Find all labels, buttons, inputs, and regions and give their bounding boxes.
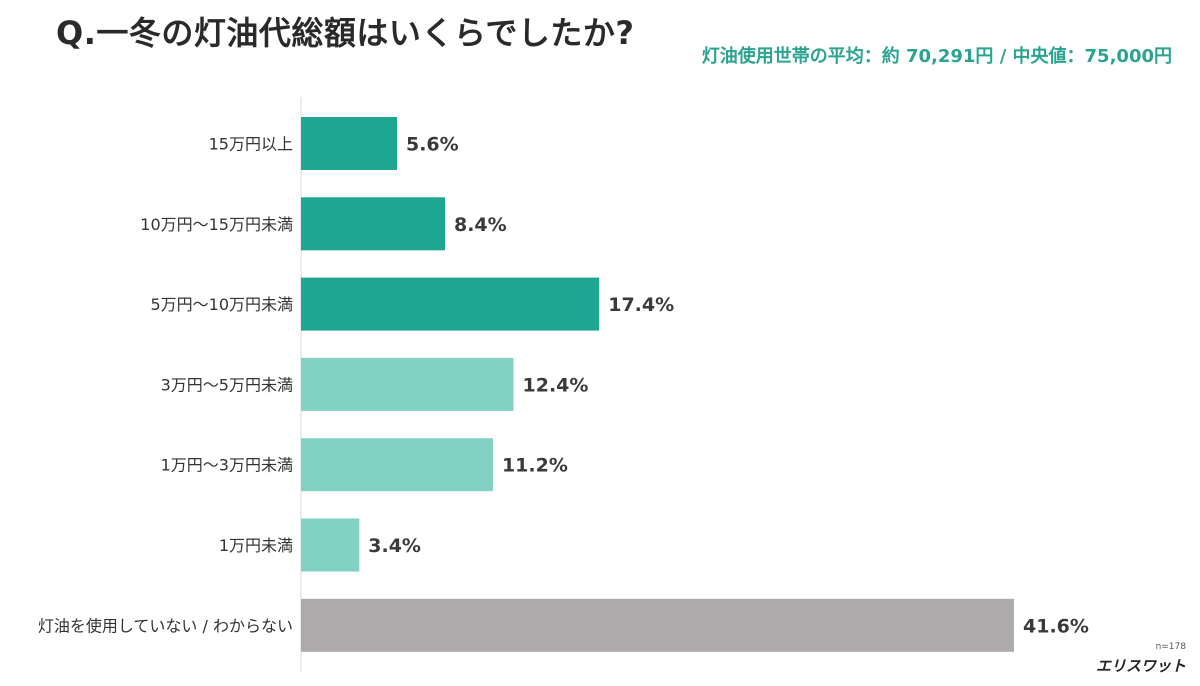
category-label-3: 3万円〜5万円未満	[161, 375, 293, 394]
bar-4	[301, 438, 493, 492]
value-label-3: 12.4%	[523, 374, 589, 396]
bar-2	[301, 277, 600, 331]
bar-1	[301, 197, 445, 251]
category-label-1: 10万円〜15万円未満	[140, 215, 293, 234]
category-label-5: 1万円未満	[219, 536, 293, 555]
value-label-4: 11.2%	[502, 455, 568, 477]
category-label-4: 1万円〜3万円未満	[161, 456, 293, 475]
value-label-5: 3.4%	[368, 535, 421, 557]
chart-title: Q.一冬の灯油代総額はいくらでしたか?	[56, 14, 635, 52]
value-label-6: 41.6%	[1023, 615, 1089, 637]
bar-0	[301, 117, 397, 170]
value-label-0: 5.6%	[406, 134, 459, 156]
value-label-1: 8.4%	[454, 214, 507, 236]
sample-size: n=178	[1155, 642, 1186, 652]
bar-5	[301, 518, 360, 572]
category-label-2: 5万円〜10万円未満	[150, 295, 293, 314]
brand-logo: エリスワット	[1095, 657, 1186, 675]
bar-3	[301, 357, 514, 411]
bar-6	[301, 598, 1014, 652]
value-label-2: 17.4%	[608, 294, 674, 316]
category-label-6: 灯油を使用していない / わからない	[38, 616, 293, 635]
category-label-0: 15万円以上	[209, 135, 293, 154]
chart-subtitle: 灯油使用世帯の平均：約 70,291円 / 中央値：75,000円	[701, 46, 1172, 67]
